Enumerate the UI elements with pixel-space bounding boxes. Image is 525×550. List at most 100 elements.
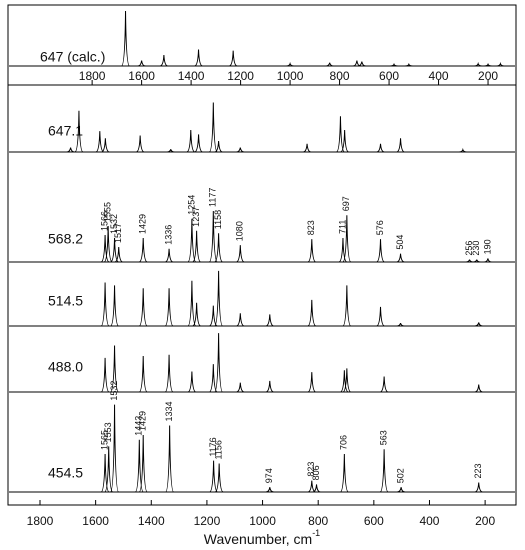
peak — [397, 487, 406, 493]
peak — [458, 147, 467, 153]
peak — [214, 270, 224, 327]
peak-label: 706 — [339, 435, 349, 450]
peak-label: 1429 — [138, 214, 148, 234]
series-label: 488.0 — [48, 359, 83, 375]
peak — [166, 149, 175, 153]
x-label-sup: -1 — [312, 528, 320, 538]
peak — [208, 102, 218, 153]
peak — [164, 354, 174, 393]
x-tick-label: 1200 — [194, 514, 221, 528]
peak — [139, 237, 148, 263]
peak — [214, 233, 223, 263]
peak-label: 1254 — [186, 195, 196, 215]
x-axis-title: Wavenumber, cm-1 — [204, 528, 320, 546]
peak — [192, 230, 201, 263]
peak — [342, 368, 352, 393]
main-panel-frame — [7, 84, 517, 506]
peak — [100, 234, 110, 263]
peak — [484, 62, 493, 67]
peak — [236, 313, 245, 327]
peak-label: 256 — [464, 241, 474, 256]
peak-label: 1156 — [214, 440, 224, 459]
peak — [376, 143, 385, 153]
peak-label: 1429 — [138, 411, 148, 431]
peak — [134, 439, 144, 493]
series-label: 514.5 — [48, 293, 83, 309]
peak — [265, 487, 274, 493]
peak — [187, 280, 197, 327]
x-tick-label: 1800 — [79, 69, 106, 83]
peak — [286, 61, 295, 67]
series-label: 568.2 — [48, 231, 83, 247]
peak — [74, 110, 84, 153]
peak — [66, 147, 75, 153]
peak — [214, 140, 223, 153]
peak — [307, 372, 316, 393]
peak-label: 1334 — [164, 401, 174, 421]
x-tick-label: 600 — [379, 69, 399, 83]
peak — [465, 259, 474, 263]
x-tick-label: 200 — [475, 514, 495, 528]
peak — [101, 138, 110, 153]
x-tick-label: 800 — [308, 514, 328, 528]
peak-label: 1237 — [191, 207, 201, 227]
peak — [164, 248, 174, 263]
peak — [342, 285, 352, 327]
series-label: 647 (calc.) — [40, 49, 105, 65]
x-tick-label: 200 — [478, 69, 498, 83]
peak — [342, 215, 352, 263]
peak — [474, 384, 483, 393]
peak — [338, 237, 348, 263]
peak — [474, 61, 483, 67]
peak — [137, 60, 146, 67]
peak — [110, 345, 120, 393]
peak-label: 974 — [264, 468, 274, 483]
peak — [474, 322, 483, 327]
peak — [121, 10, 131, 67]
x-tick-label: 1200 — [227, 69, 254, 83]
peak — [136, 135, 145, 153]
peak — [390, 62, 399, 67]
peak — [265, 380, 274, 393]
peak — [214, 333, 224, 393]
x-tick-label: 1600 — [128, 69, 155, 83]
peak — [192, 302, 201, 327]
x-tick-label: 600 — [364, 514, 384, 528]
peak — [474, 482, 483, 493]
peak-label: 223 — [473, 463, 483, 478]
peak — [404, 62, 413, 67]
x-tick-label: 1000 — [277, 69, 304, 83]
peak-label: 1443 — [134, 416, 144, 436]
peak — [307, 239, 316, 263]
peak — [496, 61, 505, 67]
peak-label: 190 — [482, 239, 492, 254]
peak — [138, 434, 148, 493]
x-tick-label: 1800 — [27, 514, 54, 528]
x-tick-label: 1400 — [178, 69, 205, 83]
peak-label: 1532 — [109, 381, 119, 401]
peak — [265, 314, 274, 327]
peak — [396, 253, 405, 263]
x-tick-label: 1400 — [138, 514, 165, 528]
x-tick-label: 800 — [330, 69, 350, 83]
series-label: 454.5 — [48, 465, 83, 481]
peak — [340, 453, 349, 493]
peak — [194, 49, 203, 67]
peak-label: 1532 — [109, 214, 119, 234]
peak — [325, 62, 334, 67]
peak — [209, 364, 218, 393]
peak — [376, 306, 385, 327]
peak — [159, 54, 168, 67]
x-tick-label: 1000 — [249, 514, 276, 528]
peak — [302, 143, 312, 153]
peak-label: 823 — [306, 462, 316, 477]
peak — [100, 282, 110, 327]
peak-label: 823 — [306, 220, 316, 235]
peak — [186, 129, 195, 153]
peak — [483, 258, 492, 263]
peak — [103, 225, 113, 263]
peak — [307, 299, 317, 327]
peak — [236, 382, 245, 393]
peak-label: 697 — [341, 196, 351, 211]
